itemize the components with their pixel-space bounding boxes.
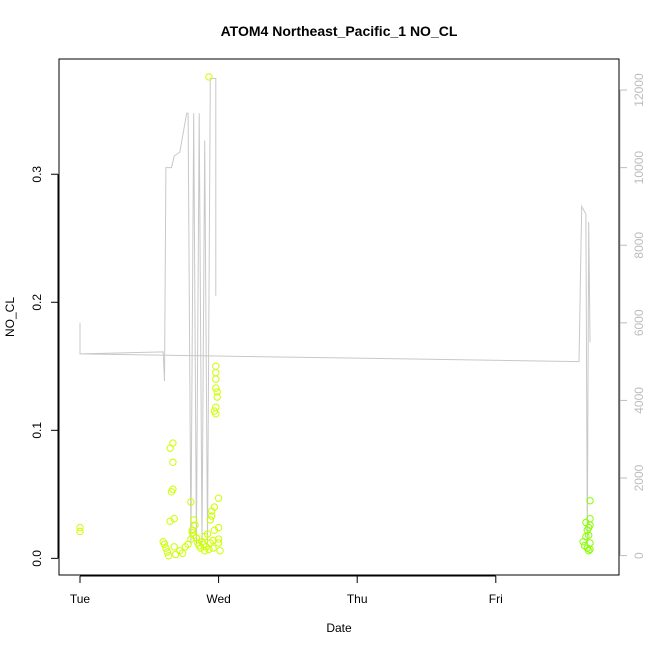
- data-point: [169, 485, 177, 493]
- data-point: [178, 549, 187, 557]
- data-point: [212, 384, 220, 392]
- data-point: [586, 521, 594, 529]
- x-tick-label: Thu: [347, 592, 368, 606]
- data-point: [586, 497, 594, 505]
- x-tick-label: Wed: [206, 592, 230, 606]
- data-point: [160, 540, 169, 548]
- data-point: [214, 523, 223, 532]
- data-point: [165, 552, 173, 560]
- y2-tick-label: 4000: [632, 387, 646, 414]
- data-point: [203, 530, 212, 538]
- y2-tick-label: 10000: [632, 151, 646, 185]
- data-point: [187, 498, 195, 506]
- data-point: [76, 527, 84, 536]
- data-point: [208, 512, 216, 520]
- data-point: [205, 73, 213, 81]
- data-point: [212, 403, 220, 411]
- data-point: [586, 545, 594, 554]
- y2-tick-label: 0: [632, 552, 646, 559]
- y-tick-label: 0.1: [30, 422, 44, 439]
- data-point: [212, 369, 220, 377]
- data-point: [214, 494, 223, 502]
- data-point: [166, 517, 174, 525]
- x-axis-label: Date: [326, 621, 352, 635]
- data-point: [212, 362, 220, 370]
- data-point: [190, 516, 198, 524]
- y2-tick-label: 8000: [632, 232, 646, 259]
- data-point: [162, 544, 170, 552]
- data-point: [76, 523, 84, 532]
- data-point: [213, 393, 221, 401]
- data-point: [212, 410, 220, 418]
- y-tick-label: 0.2: [30, 294, 44, 311]
- chart-title: ATOM4 Northeast_Pacific_1 NO_CL: [221, 23, 458, 39]
- data-point: [210, 503, 219, 511]
- data-point: [169, 439, 177, 447]
- y2-tick-label: 2000: [632, 464, 646, 491]
- data-point: [170, 515, 178, 523]
- data-point: [163, 548, 172, 556]
- data-point: [170, 543, 178, 551]
- data-point: [201, 547, 209, 555]
- data-point: [206, 516, 215, 524]
- data-point: [171, 550, 180, 559]
- y2-tick-label: 6000: [632, 309, 646, 336]
- data-point: [188, 529, 197, 537]
- data-point: [585, 547, 593, 555]
- data-point: [169, 458, 177, 466]
- y-tick-label: 0.3: [30, 166, 44, 183]
- y-tick-label: 0.0: [30, 550, 44, 567]
- data-point: [192, 534, 201, 542]
- data-point: [213, 388, 221, 396]
- data-point: [214, 535, 223, 543]
- data-point: [212, 375, 220, 383]
- data-point: [214, 539, 223, 547]
- plot-layer: [76, 73, 594, 560]
- data-point: [209, 544, 217, 552]
- data-point: [216, 547, 224, 555]
- y-axis-label: NO_CL: [3, 297, 17, 337]
- x-tick-label: Tue: [70, 592, 91, 606]
- series-line: [79, 77, 591, 545]
- y2-tick-label: 12000: [632, 73, 646, 107]
- plot-frame: [58, 58, 620, 576]
- x-tick-label: Fri: [489, 592, 503, 606]
- data-point: [585, 531, 593, 539]
- axes-layer: Tue Wed Thu Fri 0.0 0.1 0.2 0.3 0 2000 4000 6000 800…: [30, 73, 646, 606]
- data-point: [191, 521, 199, 529]
